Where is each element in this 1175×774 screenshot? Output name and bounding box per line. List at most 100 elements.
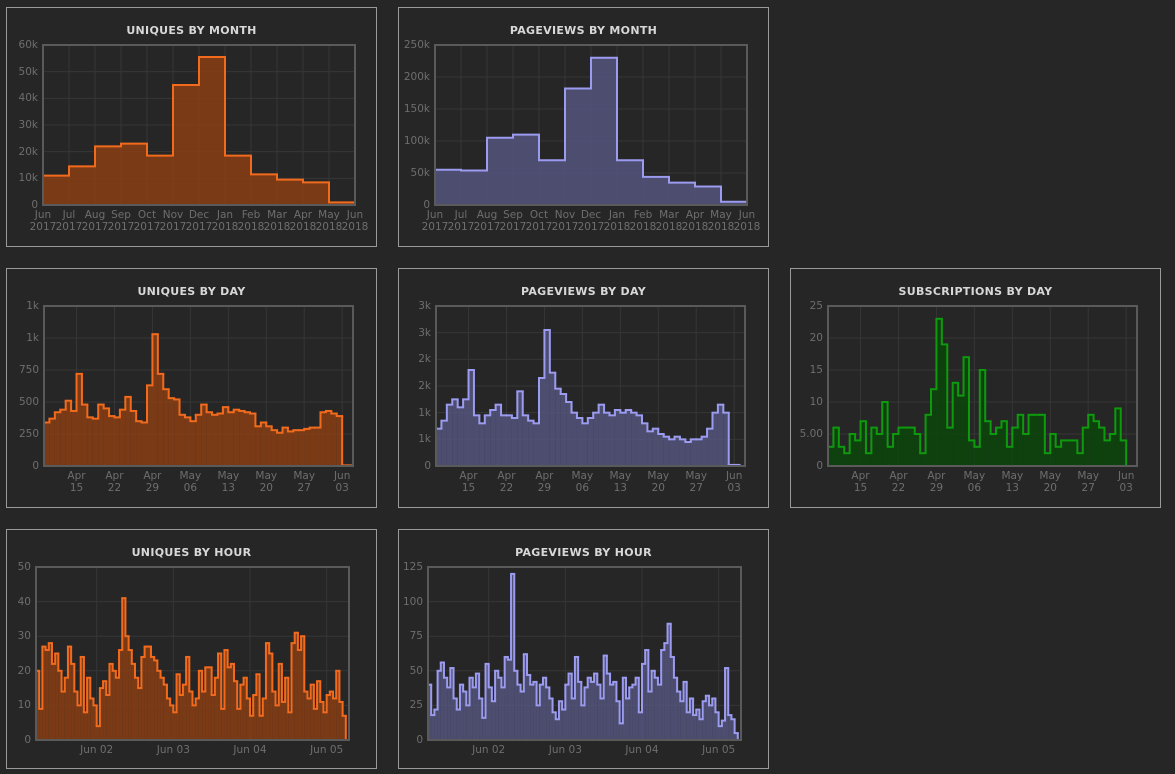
step-area xyxy=(498,677,502,740)
series xyxy=(42,56,356,205)
step-area xyxy=(64,677,68,740)
step-area xyxy=(339,701,343,740)
y-tick-label: 10k xyxy=(18,172,38,185)
plot-frame xyxy=(427,566,742,741)
step-area xyxy=(728,715,732,740)
step-area xyxy=(297,650,302,740)
y-tick-label: 0 xyxy=(24,734,31,746)
step-area xyxy=(479,698,483,740)
step-area xyxy=(673,677,678,740)
step-area xyxy=(278,663,282,740)
step-area xyxy=(51,663,56,740)
step-area xyxy=(558,701,563,740)
step-area xyxy=(654,677,658,740)
step-area xyxy=(125,636,129,740)
x-tick-label: Jan 2018 xyxy=(211,209,239,233)
step-area xyxy=(642,423,648,466)
step-area xyxy=(170,705,174,740)
step-area xyxy=(936,318,942,466)
step-area xyxy=(48,643,52,740)
step-area xyxy=(638,712,642,740)
step-area xyxy=(645,650,649,740)
step-area xyxy=(431,715,435,740)
step-area xyxy=(281,701,286,740)
x-tick-label: May 06 xyxy=(179,470,202,494)
step-area xyxy=(941,344,948,466)
step-area xyxy=(195,698,199,740)
step-area xyxy=(144,646,148,740)
step-area xyxy=(173,85,199,205)
step-area xyxy=(603,655,607,740)
step-area xyxy=(326,695,330,740)
step-area xyxy=(604,412,610,466)
step-area xyxy=(715,712,719,740)
step-area xyxy=(205,667,209,740)
step-area xyxy=(587,677,591,740)
step-area xyxy=(179,414,185,466)
step-area xyxy=(686,712,690,740)
step-area xyxy=(309,427,316,466)
x-tick-label: Apr 22 xyxy=(889,470,908,494)
step-area xyxy=(652,428,659,466)
step-area xyxy=(303,182,329,205)
series xyxy=(35,597,350,741)
step-area xyxy=(160,677,164,740)
step-area xyxy=(441,420,447,466)
step-area xyxy=(186,656,190,740)
step-area xyxy=(198,670,203,740)
step-area xyxy=(459,684,464,740)
step-area xyxy=(320,701,324,740)
y-tick-label: 0 xyxy=(416,734,423,746)
chart-title: PAGEVIEWS BY MONTH xyxy=(509,24,658,37)
step-area xyxy=(61,691,65,740)
step-area xyxy=(513,134,539,205)
x-tick-label: May 20 xyxy=(647,470,670,494)
step-area xyxy=(958,395,964,466)
step-area xyxy=(641,663,646,740)
x-tick-label: May 27 xyxy=(293,470,316,494)
step-area xyxy=(613,681,617,740)
step-area xyxy=(154,660,158,740)
step-area xyxy=(542,677,547,740)
y-tick-label: 1k xyxy=(26,300,39,312)
step-area xyxy=(468,370,474,466)
step-area xyxy=(135,677,139,740)
step-area xyxy=(221,708,225,740)
step-area xyxy=(696,439,702,466)
plot-frame xyxy=(35,566,350,741)
x-tick-label: May 13 xyxy=(217,470,240,494)
step-area xyxy=(313,708,318,740)
step-area xyxy=(239,410,245,466)
step-area xyxy=(136,421,142,466)
step-area xyxy=(578,681,582,740)
step-area xyxy=(201,404,207,466)
step-area xyxy=(546,687,550,740)
step-area xyxy=(71,410,77,466)
x-tick-label: Apr 22 xyxy=(105,470,124,494)
step-area xyxy=(734,733,738,740)
y-tick-label: 0 xyxy=(423,199,430,211)
step-area xyxy=(696,709,700,740)
step-area xyxy=(643,176,669,205)
step-area xyxy=(446,404,453,466)
step-area xyxy=(669,439,675,466)
y-tick-label: 1k xyxy=(26,332,39,344)
step-area xyxy=(141,422,147,466)
x-tick-label: Apr 29 xyxy=(927,470,946,494)
step-area xyxy=(1088,414,1094,466)
step-area xyxy=(323,712,327,740)
step-area xyxy=(876,434,883,466)
step-area xyxy=(304,691,308,740)
step-area xyxy=(909,427,915,466)
step-area xyxy=(44,422,50,466)
step-area xyxy=(622,677,627,740)
step-area xyxy=(461,170,487,205)
chart-title: UNIQUES BY MONTH xyxy=(126,24,257,37)
y-tick-label: 0 xyxy=(32,460,39,472)
step-area xyxy=(549,698,553,740)
x-tick-label: Jun 03 xyxy=(156,744,190,756)
step-area xyxy=(285,677,289,740)
y-tick-label: 0 xyxy=(424,460,431,472)
y-tick-label: 30k xyxy=(18,119,38,131)
step-area xyxy=(298,430,305,466)
